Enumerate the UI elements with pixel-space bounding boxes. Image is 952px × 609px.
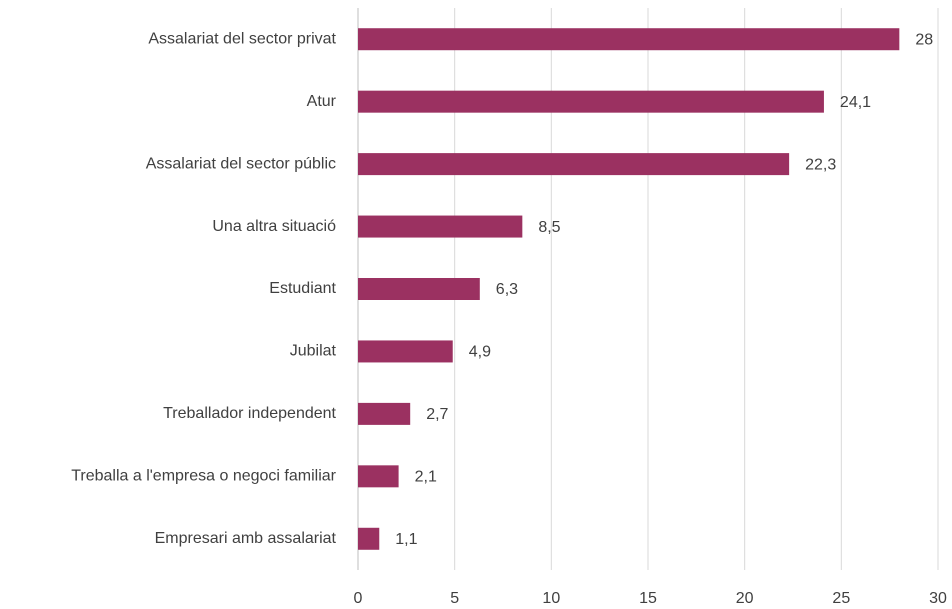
y-tick-label: Empresari amb assalariat xyxy=(155,530,337,547)
data-label: 8,5 xyxy=(538,219,560,236)
bar xyxy=(358,340,453,363)
x-tick-label: 25 xyxy=(832,590,850,607)
bar xyxy=(358,465,399,488)
data-label: 6,3 xyxy=(496,281,518,298)
x-tick-label: 20 xyxy=(736,590,754,607)
x-tick-label: 5 xyxy=(450,590,459,607)
data-label: 28 xyxy=(915,31,933,48)
bar xyxy=(358,402,411,425)
bar xyxy=(358,153,790,176)
bar xyxy=(358,90,824,113)
y-tick-label: Assalariat del sector públic xyxy=(146,155,336,172)
y-tick-label: Treballa a l'empresa o negoci familiar xyxy=(71,468,336,485)
y-tick-label: Estudiant xyxy=(269,280,336,297)
data-label: 24,1 xyxy=(840,94,871,111)
data-label: 22,3 xyxy=(805,156,836,173)
y-tick-label: Jubilat xyxy=(290,343,337,360)
y-tick-label: Treballador independent xyxy=(163,405,336,422)
y-tick-label: Una altra situació xyxy=(212,218,336,235)
x-tick-label: 30 xyxy=(929,590,947,607)
y-tick-label: Atur xyxy=(307,93,337,110)
x-tick-label: 0 xyxy=(354,590,363,607)
data-label: 1,1 xyxy=(395,531,417,548)
bar xyxy=(358,278,480,300)
y-tick-label: Assalariat del sector privat xyxy=(148,30,336,47)
data-label: 2,1 xyxy=(415,469,437,486)
bar xyxy=(358,527,380,550)
bar xyxy=(358,215,523,238)
x-tick-label: 10 xyxy=(542,590,560,607)
data-label: 2,7 xyxy=(426,406,448,423)
bar xyxy=(358,28,900,51)
x-tick-label: 15 xyxy=(639,590,657,607)
data-label: 4,9 xyxy=(469,344,491,361)
